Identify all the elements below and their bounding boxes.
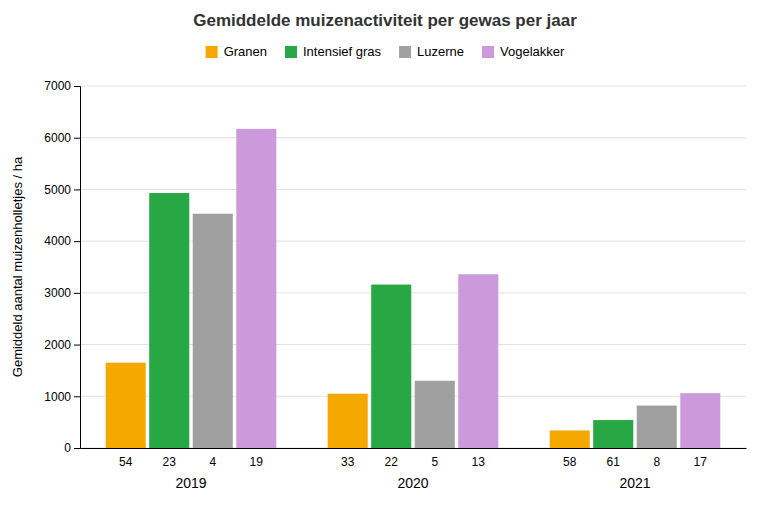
bar xyxy=(328,394,368,448)
plot: 0 1000 2000 3000 4000 5000 6000 7000 2019 2020 202… xyxy=(10,79,747,491)
grid xyxy=(80,86,746,448)
y-tick-label: 1000 xyxy=(44,390,71,404)
count-labels: 543358232261458191317 xyxy=(119,455,707,469)
legend-label: Vogelakker xyxy=(500,44,565,59)
legend-swatch xyxy=(285,46,297,58)
legend-item: Intensief gras xyxy=(285,44,382,59)
legend-item: Luzerne xyxy=(399,44,464,59)
legend-swatch xyxy=(206,46,218,58)
x-tick: 2021 xyxy=(619,448,650,491)
bars xyxy=(106,129,721,448)
bar xyxy=(193,214,233,448)
legend: Granen Intensief gras Luzerne Vogelakker xyxy=(206,44,565,59)
y-axis-title: Gemiddeld aantal muizenholletjes / ha xyxy=(10,156,25,377)
y-tick: 3000 xyxy=(44,286,80,300)
y-axis-line xyxy=(74,87,81,449)
count-label: 22 xyxy=(385,455,399,469)
y-tick-mark xyxy=(74,293,80,294)
bar xyxy=(458,274,498,448)
x-tick: 2020 xyxy=(397,448,428,491)
x-tick-label: 2019 xyxy=(175,475,206,491)
y-tick: 5000 xyxy=(44,183,80,197)
x-tick-label: 2020 xyxy=(397,475,428,491)
count-label: 4 xyxy=(209,455,216,469)
legend-label: Luzerne xyxy=(417,44,464,59)
y-tick-mark xyxy=(74,86,80,87)
bar xyxy=(550,430,590,448)
bar xyxy=(236,129,276,448)
y-tick-label: 6000 xyxy=(44,131,71,145)
y-tick-mark xyxy=(74,241,80,242)
y-axis: 0 1000 2000 3000 4000 5000 6000 7000 xyxy=(44,79,80,455)
y-tick-label: 2000 xyxy=(44,338,71,352)
y-tick-mark xyxy=(74,448,80,449)
y-tick-mark xyxy=(74,345,80,346)
legend-item: Granen xyxy=(206,44,267,59)
y-tick-label: 0 xyxy=(64,441,71,455)
legend-label: Intensief gras xyxy=(303,44,382,59)
count-label: 54 xyxy=(119,455,133,469)
bar xyxy=(680,393,720,448)
legend-swatch xyxy=(482,46,494,58)
y-tick: 7000 xyxy=(44,79,80,93)
x-axis-line xyxy=(81,448,747,449)
y-tick: 6000 xyxy=(44,131,80,145)
y-tick-label: 4000 xyxy=(44,234,71,248)
y-tick-mark xyxy=(74,396,80,397)
count-label: 61 xyxy=(607,455,621,469)
y-tick: 0 xyxy=(64,441,80,455)
y-tick-label: 7000 xyxy=(44,79,71,93)
y-tick-mark xyxy=(74,138,80,139)
count-label: 19 xyxy=(250,455,264,469)
bar xyxy=(149,193,189,448)
grid-line xyxy=(80,189,746,190)
x-tick-label: 2021 xyxy=(619,475,650,491)
count-label: 17 xyxy=(694,455,708,469)
count-label: 5 xyxy=(431,455,438,469)
x-tick: 2019 xyxy=(175,448,206,491)
chart: Gemiddelde muizenactiviteit per gewas pe… xyxy=(0,0,770,522)
bar xyxy=(415,381,455,448)
title: Gemiddelde muizenactiviteit per gewas pe… xyxy=(193,11,577,30)
grid-line xyxy=(80,137,746,138)
bar xyxy=(106,363,146,448)
x-axis: 2019 2020 2021 xyxy=(81,448,747,491)
legend-label: Granen xyxy=(224,44,267,59)
y-tick: 1000 xyxy=(44,390,80,404)
count-label: 58 xyxy=(563,455,577,469)
y-tick: 2000 xyxy=(44,338,80,352)
bar xyxy=(371,285,411,448)
bar xyxy=(593,420,633,448)
bar xyxy=(637,406,677,448)
count-label: 23 xyxy=(163,455,177,469)
count-label: 33 xyxy=(341,455,355,469)
legend-item: Vogelakker xyxy=(482,44,565,59)
grid-line xyxy=(80,86,746,87)
y-tick-label: 3000 xyxy=(44,286,71,300)
count-label: 8 xyxy=(653,455,660,469)
count-label: 13 xyxy=(472,455,486,469)
legend-swatch xyxy=(399,46,411,58)
y-tick: 4000 xyxy=(44,234,80,248)
y-tick-mark xyxy=(74,189,80,190)
y-tick-label: 5000 xyxy=(44,183,71,197)
